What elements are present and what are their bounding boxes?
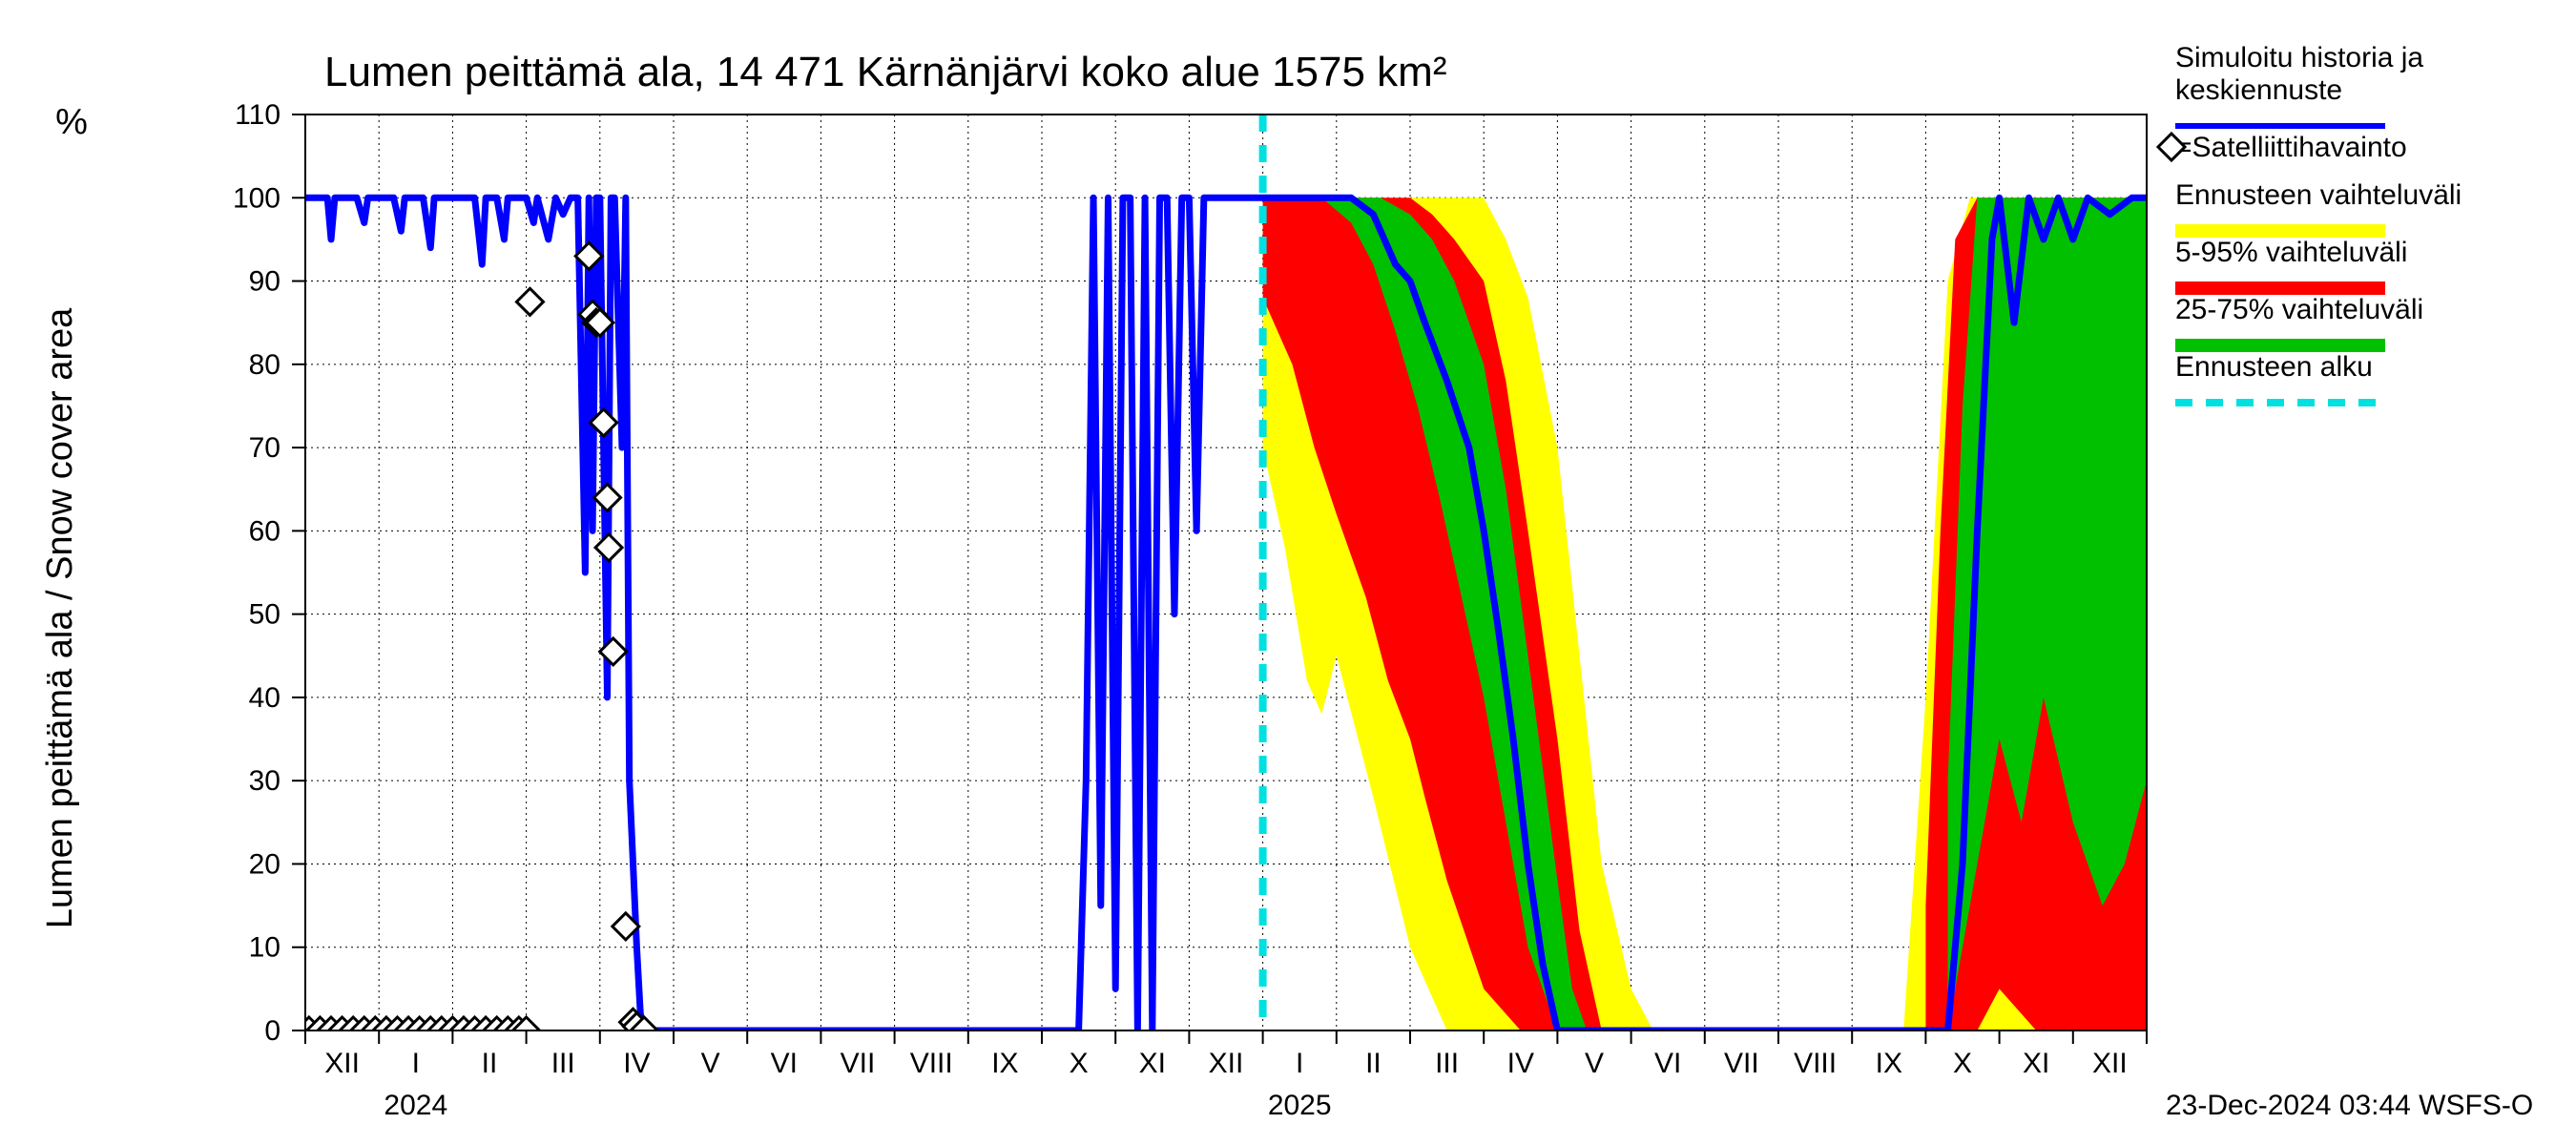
month-label: XII bbox=[324, 1048, 360, 1079]
month-label: VI bbox=[771, 1048, 798, 1079]
month-label: VIII bbox=[910, 1048, 953, 1079]
legend-label: keskiennuste bbox=[2175, 74, 2342, 106]
month-label: XI bbox=[2023, 1048, 2049, 1079]
chart-title-svg: Lumen peittämä ala, 14 471 Kärnänjärvi k… bbox=[324, 49, 1446, 95]
month-label: X bbox=[1953, 1048, 1972, 1079]
y-tick-label: 20 bbox=[249, 848, 280, 880]
year-label: 2025 bbox=[1268, 1090, 1332, 1121]
month-label: II bbox=[1365, 1048, 1381, 1079]
y-tick-label: 80 bbox=[249, 349, 280, 381]
y-tick-label: 100 bbox=[233, 182, 280, 214]
month-label: VII bbox=[1724, 1048, 1759, 1079]
y-tick-label: 0 bbox=[264, 1015, 280, 1047]
legend-label: Ennusteen vaihteluväli bbox=[2175, 179, 2462, 211]
month-label: XII bbox=[1209, 1048, 1244, 1079]
month-label: II bbox=[482, 1048, 498, 1079]
month-label: III bbox=[1435, 1048, 1459, 1079]
y-tick-label: 30 bbox=[249, 765, 280, 797]
legend-label: 25-75% vaihteluväli bbox=[2175, 294, 2423, 325]
month-label: IX bbox=[991, 1048, 1018, 1079]
month-label: V bbox=[1585, 1048, 1604, 1079]
y-tick-label: 70 bbox=[249, 432, 280, 464]
month-label: IV bbox=[1507, 1048, 1534, 1079]
legend-label: =Satelliittihavainto bbox=[2175, 132, 2407, 163]
snow-cover-chart: Lumen peittämä ala, 14 471 Kärnänjärvi k… bbox=[0, 0, 2576, 1145]
month-label: XI bbox=[1139, 1048, 1166, 1079]
y-tick-label: 50 bbox=[249, 599, 280, 631]
month-label: I bbox=[1296, 1048, 1303, 1079]
y-tick-label: 40 bbox=[249, 682, 280, 714]
y-axis-pct-svg: % bbox=[55, 102, 88, 142]
y-tick-label: 60 bbox=[249, 515, 280, 547]
month-label: I bbox=[412, 1048, 420, 1079]
month-label: VIII bbox=[1794, 1048, 1837, 1079]
footer-svg: 23-Dec-2024 03:44 WSFS-O bbox=[2166, 1090, 2533, 1121]
month-label: III bbox=[551, 1048, 575, 1079]
y-tick-label: 90 bbox=[249, 266, 280, 298]
month-label: VII bbox=[841, 1048, 876, 1079]
legend-label: 5-95% vaihteluväli bbox=[2175, 237, 2407, 268]
y-axis-label-svg: Lumen peittämä ala / Snow cover area bbox=[40, 307, 80, 928]
month-label: VI bbox=[1654, 1048, 1681, 1079]
month-label: XII bbox=[2092, 1048, 2128, 1079]
legend-label: Ennusteen alku bbox=[2175, 351, 2373, 383]
y-tick-label: 10 bbox=[249, 932, 280, 964]
year-label: 2024 bbox=[384, 1090, 447, 1121]
month-label: X bbox=[1070, 1048, 1089, 1079]
month-label: IX bbox=[1876, 1048, 1902, 1079]
legend-label: Simuloitu historia ja bbox=[2175, 42, 2423, 73]
month-label: IV bbox=[623, 1048, 650, 1079]
month-label: V bbox=[701, 1048, 720, 1079]
y-tick-label: 110 bbox=[235, 99, 280, 131]
